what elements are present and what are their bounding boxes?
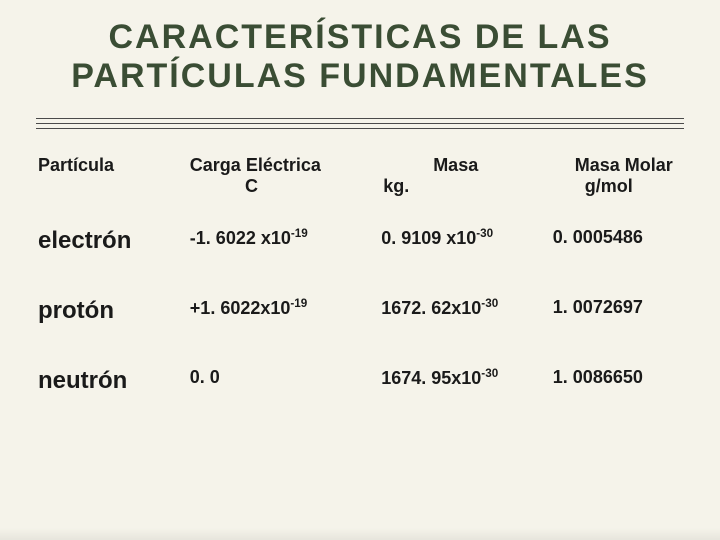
particles-table: Partícula Carga Eléctrica Masa Masa Mola… [30, 147, 690, 429]
cell-charge: 0. 0 [182, 359, 373, 429]
rule-line [36, 128, 684, 129]
table-units-row: C kg. g/mol [30, 176, 690, 219]
table-header-row: Partícula Carga Eléctrica Masa Masa Mola… [30, 147, 690, 176]
cell-particle: protón [30, 289, 182, 359]
slide-title: CARACTERÍSTICAS DE LAS PARTÍCULAS FUNDAM… [30, 18, 690, 96]
cell-mass: 1674. 95x10-30 [373, 359, 545, 429]
cell-mass: 0. 9109 x10-30 [373, 219, 545, 289]
col-unit-particle [30, 176, 182, 219]
cell-mass: 1672. 62x10-30 [373, 289, 545, 359]
cell-molar: 0. 0005486 [545, 219, 690, 289]
col-unit-molar: g/mol [545, 176, 690, 219]
table-row: electrón -1. 6022 x10-19 0. 9109 x10-30 … [30, 219, 690, 289]
rule-line [36, 123, 684, 124]
cell-charge: +1. 6022x10-19 [182, 289, 373, 359]
cell-particle: electrón [30, 219, 182, 289]
col-header-molar: Masa Molar [545, 147, 690, 176]
cell-charge: -1. 6022 x10-19 [182, 219, 373, 289]
cell-molar: 1. 0086650 [545, 359, 690, 429]
col-header-particle: Partícula [30, 147, 182, 176]
col-unit-mass: kg. [373, 176, 545, 219]
col-header-mass: Masa [373, 147, 545, 176]
horizontal-rules [36, 118, 684, 129]
table-row: protón +1. 6022x10-19 1672. 62x10-30 1. … [30, 289, 690, 359]
col-unit-charge: C [182, 176, 373, 219]
cell-particle: neutrón [30, 359, 182, 429]
rule-line [36, 118, 684, 119]
slide-page: CARACTERÍSTICAS DE LAS PARTÍCULAS FUNDAM… [0, 0, 720, 540]
col-header-charge: Carga Eléctrica [182, 147, 373, 176]
cell-molar: 1. 0072697 [545, 289, 690, 359]
table-row: neutrón 0. 0 1674. 95x10-30 1. 0086650 [30, 359, 690, 429]
